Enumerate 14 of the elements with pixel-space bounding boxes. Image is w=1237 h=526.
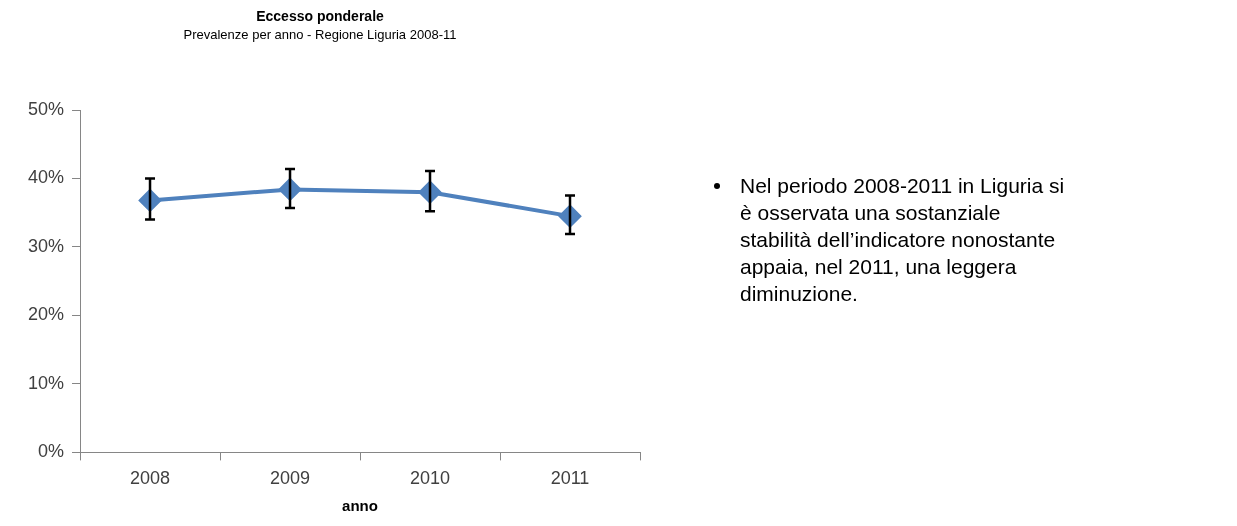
- x-tick-label: 2008: [130, 468, 171, 489]
- chart-title: Eccesso ponderale: [255, 8, 385, 24]
- x-tick-label: 2011: [550, 468, 590, 489]
- y-tick-label: 10%: [28, 372, 65, 393]
- y-tick-label: 0%: [38, 441, 65, 462]
- text: Nel periodo 2008-2011 in Liguria si è osservata una sostanziale stabilità dell’indicatore nonostante appaia, nel 2011, una leggera diminuzione.: [740, 173, 1066, 307]
- y-tick-label: 20%: [28, 304, 65, 325]
- chart-subtitle: Prevalenze per anno - Regione Liguria 2008-11: [182, 27, 458, 42]
- x-tick-label: 2009: [269, 468, 311, 489]
- y-tick-label: 40%: [28, 167, 65, 188]
- x-axis-title: anno: [342, 497, 378, 515]
- y-tick-label: 50%: [28, 98, 65, 119]
- x-tick-label: 2010: [409, 468, 451, 489]
- y-tick-label: 30%: [28, 235, 65, 256]
